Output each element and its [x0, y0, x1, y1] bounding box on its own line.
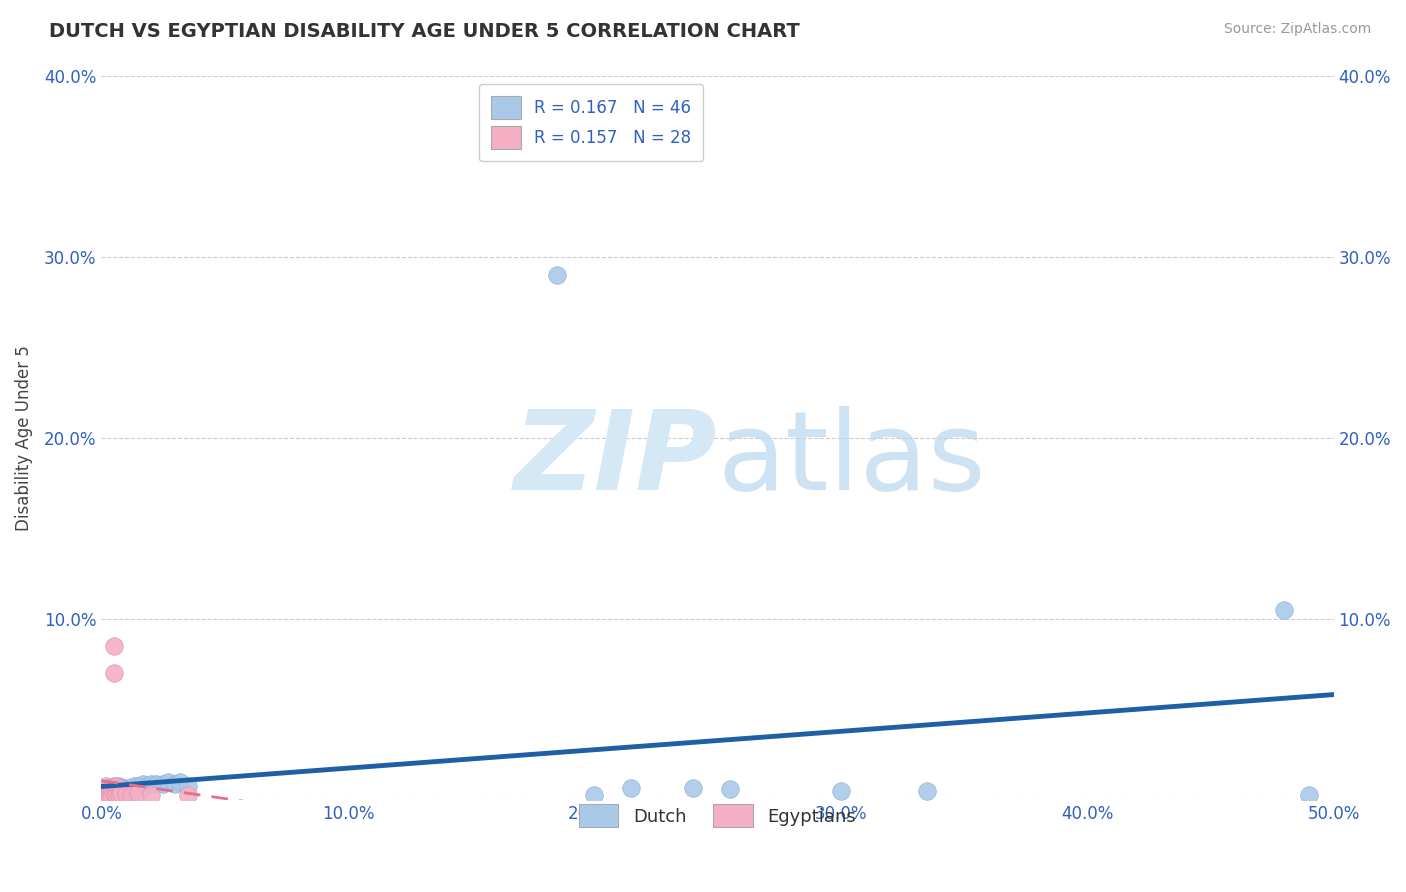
Point: [145, 777, 167, 791]
Point: [96, 786, 118, 800]
Point: [122, 779, 145, 793]
Point: [132, 777, 155, 791]
Point: [115, 786, 138, 800]
Point: [135, 779, 157, 793]
Point: [93, 786, 115, 800]
Point: [105, 786, 128, 800]
Point: [97, 786, 120, 800]
Point: [107, 784, 129, 798]
Point: [830, 784, 852, 798]
Point: [139, 788, 162, 802]
Point: [103, 788, 125, 802]
Legend: Dutch, Egyptians: Dutch, Egyptians: [571, 797, 863, 835]
Point: [620, 780, 643, 795]
Point: [103, 784, 125, 798]
Point: [117, 780, 139, 795]
Point: [100, 786, 122, 800]
Text: DUTCH VS EGYPTIAN DISABILITY AGE UNDER 5 CORRELATION CHART: DUTCH VS EGYPTIAN DISABILITY AGE UNDER 5…: [49, 22, 800, 41]
Point: [583, 788, 606, 802]
Point: [120, 780, 142, 795]
Point: [97, 784, 120, 798]
Point: [105, 788, 128, 802]
Point: [110, 780, 132, 795]
Point: [152, 777, 174, 791]
Point: [107, 780, 129, 795]
Point: [107, 779, 129, 793]
Point: [96, 786, 118, 800]
Point: [97, 780, 120, 795]
Point: [112, 780, 135, 795]
Point: [115, 782, 138, 797]
Point: [718, 782, 741, 797]
Point: [107, 788, 129, 802]
Point: [93, 789, 115, 804]
Point: [110, 786, 132, 800]
Point: [177, 788, 200, 802]
Point: [169, 775, 191, 789]
Point: [915, 784, 938, 798]
Point: [96, 789, 118, 804]
Point: [1298, 788, 1320, 802]
Text: atlas: atlas: [717, 406, 986, 513]
Point: [93, 786, 115, 800]
Point: [165, 777, 187, 791]
Point: [127, 779, 149, 793]
Point: [156, 775, 179, 789]
Point: [96, 782, 118, 797]
Point: [105, 779, 128, 793]
Point: [93, 784, 115, 798]
Point: [139, 777, 162, 791]
Point: [97, 788, 120, 802]
Point: [100, 786, 122, 800]
Point: [96, 788, 118, 802]
Point: [177, 779, 200, 793]
Point: [93, 784, 115, 798]
Point: [100, 789, 122, 804]
Y-axis label: Disability Age Under 5: Disability Age Under 5: [15, 345, 32, 531]
Point: [105, 784, 128, 798]
Text: ZIP: ZIP: [515, 406, 717, 513]
Point: [96, 779, 118, 793]
Point: [96, 782, 118, 797]
Point: [110, 786, 132, 800]
Point: [97, 780, 120, 795]
Point: [127, 786, 149, 800]
Point: [105, 780, 128, 795]
Point: [103, 779, 125, 793]
Point: [93, 788, 115, 802]
Point: [103, 639, 125, 653]
Text: Source: ZipAtlas.com: Source: ZipAtlas.com: [1223, 22, 1371, 37]
Point: [100, 788, 122, 802]
Point: [120, 788, 142, 802]
Point: [96, 789, 118, 804]
Point: [100, 780, 122, 795]
Point: [546, 268, 568, 282]
Point: [103, 786, 125, 800]
Point: [93, 788, 115, 802]
Point: [682, 780, 704, 795]
Point: [100, 782, 122, 797]
Point: [97, 789, 120, 804]
Point: [103, 666, 125, 681]
Point: [1272, 603, 1295, 617]
